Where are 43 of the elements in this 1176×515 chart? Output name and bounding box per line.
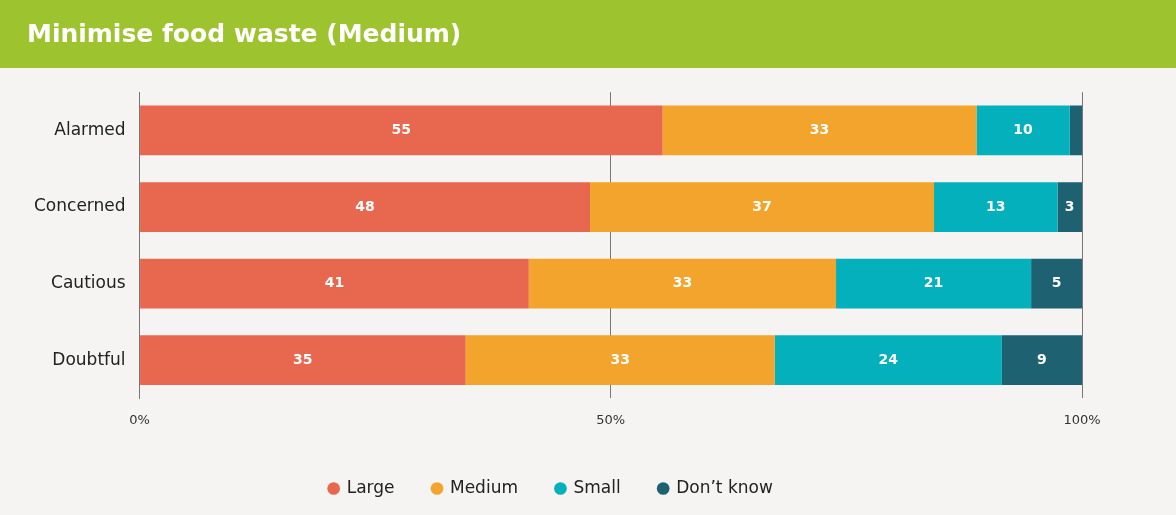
bar bbox=[1069, 105, 1082, 156]
bar bbox=[976, 105, 1070, 156]
bar bbox=[662, 105, 977, 156]
bar bbox=[140, 258, 529, 309]
data-label: 41 bbox=[324, 274, 345, 291]
data-label: 35 bbox=[293, 350, 313, 367]
legend-label: Small bbox=[573, 476, 621, 497]
data-label: 5 bbox=[1051, 274, 1062, 291]
data-label: 33 bbox=[809, 121, 830, 138]
bar bbox=[465, 335, 775, 385]
chart-title: Minimise food waste (Medium) bbox=[0, 0, 1176, 68]
x-tick-label: 50% bbox=[596, 411, 626, 427]
y-tick-label: Alarmed bbox=[54, 118, 126, 139]
data-label: 55 bbox=[391, 121, 412, 138]
bar bbox=[140, 182, 591, 232]
bar bbox=[590, 182, 935, 232]
legend-label: Don’t know bbox=[676, 476, 773, 497]
data-label: 37 bbox=[752, 197, 772, 214]
bar bbox=[1031, 258, 1082, 309]
legend-label: Large bbox=[346, 476, 395, 497]
bar bbox=[934, 182, 1058, 232]
data-label: 9 bbox=[1037, 350, 1047, 367]
data-label: 48 bbox=[355, 197, 375, 214]
bar bbox=[1001, 335, 1082, 385]
y-tick-label: Cautious bbox=[51, 272, 126, 292]
bar bbox=[774, 335, 1002, 385]
bar bbox=[836, 258, 1032, 309]
y-tick-label: Concerned bbox=[33, 195, 126, 216]
bar bbox=[140, 105, 663, 156]
x-tick-label: 0% bbox=[129, 411, 150, 427]
bar bbox=[528, 258, 837, 309]
y-tick-label: Doubtful bbox=[52, 348, 126, 369]
data-label: 33 bbox=[610, 350, 630, 367]
data-label: 21 bbox=[923, 274, 944, 291]
bar bbox=[140, 335, 466, 385]
data-label: 13 bbox=[986, 197, 1006, 214]
data-label: 24 bbox=[878, 350, 899, 367]
x-tick-label: 100% bbox=[1063, 411, 1101, 427]
data-label: 10 bbox=[1013, 121, 1034, 138]
data-label: 33 bbox=[672, 274, 693, 291]
data-label: 3 bbox=[1064, 197, 1075, 214]
legend-label: Medium bbox=[449, 476, 518, 497]
bar bbox=[1057, 182, 1082, 232]
